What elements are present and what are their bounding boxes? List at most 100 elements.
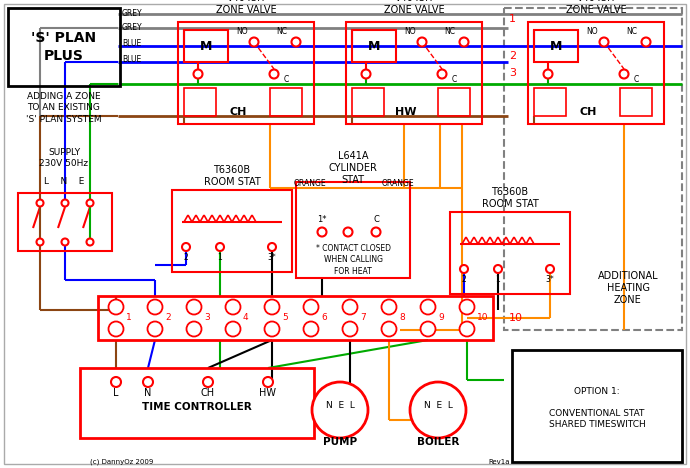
- Text: 3: 3: [509, 68, 516, 78]
- Text: 3: 3: [204, 314, 210, 322]
- Bar: [270, 88, 302, 116]
- Circle shape: [642, 37, 651, 46]
- Circle shape: [216, 243, 224, 251]
- Bar: [346, 22, 482, 124]
- Bar: [450, 212, 570, 294]
- Text: TIME CONTROLLER: TIME CONTROLLER: [142, 402, 252, 412]
- Text: N: N: [144, 388, 152, 398]
- Text: ADDITIONAL
HEATING
ZONE: ADDITIONAL HEATING ZONE: [598, 271, 658, 306]
- Circle shape: [382, 300, 397, 314]
- Text: CH: CH: [229, 107, 247, 117]
- Text: 10: 10: [477, 314, 489, 322]
- Bar: [80, 368, 314, 438]
- Circle shape: [250, 37, 259, 46]
- Text: T6360B
ROOM STAT: T6360B ROOM STAT: [204, 165, 260, 187]
- Circle shape: [263, 377, 273, 387]
- Bar: [534, 30, 578, 62]
- Text: BLUE: BLUE: [122, 56, 141, 65]
- Circle shape: [460, 37, 469, 46]
- Circle shape: [61, 199, 68, 206]
- Text: L: L: [113, 388, 119, 398]
- Circle shape: [382, 322, 397, 336]
- Text: 7: 7: [360, 314, 366, 322]
- Circle shape: [544, 70, 553, 79]
- Text: 3*: 3*: [546, 276, 554, 285]
- Text: 2: 2: [184, 254, 188, 263]
- Circle shape: [186, 322, 201, 336]
- Circle shape: [460, 300, 475, 314]
- Bar: [352, 88, 384, 116]
- Text: CH: CH: [580, 107, 597, 117]
- Circle shape: [270, 70, 279, 79]
- Text: T6360B
ROOM STAT: T6360B ROOM STAT: [482, 187, 538, 209]
- Bar: [184, 30, 228, 62]
- Bar: [178, 22, 314, 124]
- Bar: [504, 8, 682, 330]
- Text: C: C: [633, 74, 639, 83]
- Text: 6: 6: [321, 314, 327, 322]
- Text: C: C: [451, 74, 457, 83]
- Text: V4043H
ZONE VALVE: V4043H ZONE VALVE: [566, 0, 627, 15]
- Text: HW: HW: [259, 388, 277, 398]
- Bar: [534, 88, 566, 116]
- Bar: [98, 296, 493, 340]
- Bar: [184, 88, 216, 116]
- Text: 2: 2: [462, 276, 466, 285]
- Text: * CONTACT CLOSED
WHEN CALLING
FOR HEAT: * CONTACT CLOSED WHEN CALLING FOR HEAT: [315, 244, 391, 276]
- Text: 1: 1: [217, 254, 222, 263]
- Circle shape: [342, 300, 357, 314]
- Text: ADDING A ZONE
TO AN EXISTING
'S' PLAN SYSTEM: ADDING A ZONE TO AN EXISTING 'S' PLAN SY…: [26, 92, 102, 124]
- Circle shape: [420, 300, 435, 314]
- Circle shape: [312, 382, 368, 438]
- Text: M: M: [550, 39, 562, 52]
- Circle shape: [264, 300, 279, 314]
- Text: 10: 10: [509, 313, 523, 323]
- Circle shape: [460, 265, 468, 273]
- Text: N  E  L: N E L: [326, 401, 355, 410]
- Text: NO: NO: [236, 28, 248, 37]
- Circle shape: [61, 239, 68, 246]
- Text: ORANGE: ORANGE: [294, 178, 326, 188]
- Text: ORANGE: ORANGE: [382, 178, 414, 188]
- Text: M: M: [368, 39, 380, 52]
- Circle shape: [620, 70, 629, 79]
- Text: NO: NO: [586, 28, 598, 37]
- Text: N  E  L: N E L: [424, 401, 453, 410]
- Text: NC: NC: [277, 28, 288, 37]
- Bar: [18, 193, 112, 251]
- Circle shape: [600, 37, 609, 46]
- Circle shape: [268, 243, 276, 251]
- Text: NO: NO: [404, 28, 416, 37]
- Circle shape: [291, 37, 301, 46]
- Text: 4: 4: [243, 314, 248, 322]
- Text: 1*: 1*: [317, 215, 327, 225]
- Text: 'S' PLAN
PLUS: 'S' PLAN PLUS: [32, 31, 97, 63]
- Circle shape: [148, 300, 163, 314]
- Circle shape: [186, 300, 201, 314]
- Circle shape: [148, 322, 163, 336]
- Circle shape: [362, 70, 371, 79]
- Text: 1: 1: [126, 314, 132, 322]
- Circle shape: [410, 382, 466, 438]
- Bar: [8, 8, 120, 86]
- Circle shape: [193, 70, 202, 79]
- Text: C: C: [373, 215, 379, 225]
- Circle shape: [182, 243, 190, 251]
- Text: 3*: 3*: [268, 254, 277, 263]
- Circle shape: [226, 322, 241, 336]
- Text: V4043H
ZONE VALVE: V4043H ZONE VALVE: [384, 0, 444, 15]
- Text: SUPPLY
230V 50Hz: SUPPLY 230V 50Hz: [39, 148, 88, 168]
- Bar: [620, 88, 652, 116]
- Bar: [438, 88, 470, 116]
- Bar: [528, 22, 664, 124]
- Text: L    N    E: L N E: [43, 177, 84, 187]
- Circle shape: [86, 239, 94, 246]
- Circle shape: [264, 322, 279, 336]
- Circle shape: [37, 239, 43, 246]
- Circle shape: [417, 37, 426, 46]
- Text: M: M: [200, 39, 213, 52]
- Circle shape: [108, 300, 124, 314]
- Text: L641A
CYLINDER
STAT: L641A CYLINDER STAT: [328, 151, 377, 185]
- Circle shape: [108, 322, 124, 336]
- Bar: [512, 350, 682, 462]
